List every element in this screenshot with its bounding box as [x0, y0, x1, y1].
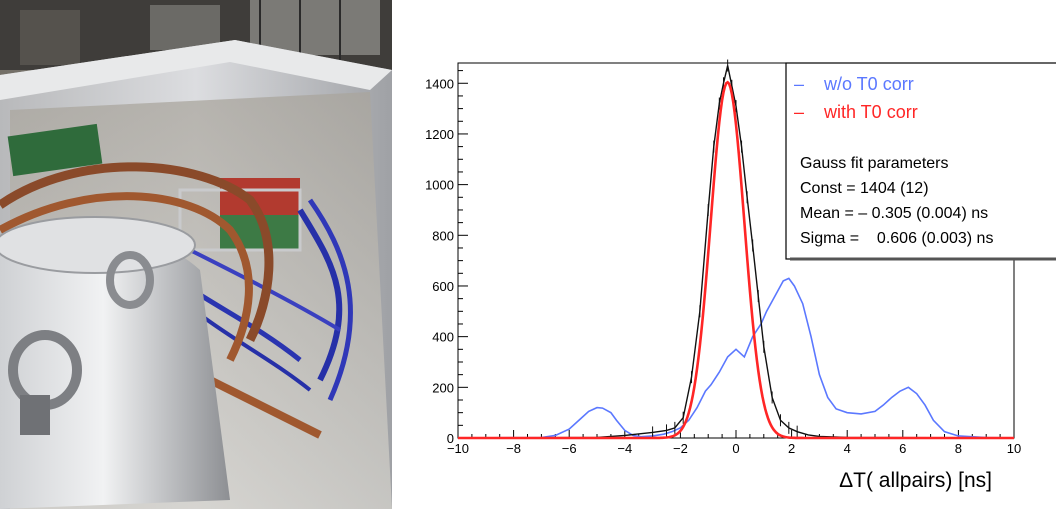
y-tick-label: 200 [432, 380, 454, 395]
y-tick-label: 1400 [425, 76, 454, 91]
x-tick-label: 2 [788, 441, 795, 456]
x-tick-label: −6 [562, 441, 577, 456]
legend-entry-with-t0: with T0 corr [823, 102, 918, 122]
legend-box: – w/o T0 corr – with T0 corr Gauss fit p… [785, 62, 1056, 261]
y-tick-label: 0 [447, 431, 454, 446]
histogram-chart: −10 −8 −6 −4 −2 0 2 4 6 8 10 0 200 400 600 800 1000 1200 1… [425, 59, 1056, 492]
x-tick-label: −10 [447, 441, 469, 456]
x-tick-label: −8 [506, 441, 521, 456]
x-tick-label: 6 [899, 441, 906, 456]
legend-marker-wo: – [794, 74, 804, 94]
equipment-photo [0, 0, 392, 509]
x-axis-label: ΔT( allpairs) [ns] [839, 469, 992, 492]
y-tick-label: 400 [432, 330, 454, 345]
x-tick-label: 0 [732, 441, 739, 456]
fit-param-sigma: Sigma = 0.606 (0.003) ns [800, 230, 993, 247]
y-tick-label: 1000 [425, 178, 454, 193]
y-tick-label: 1200 [425, 127, 454, 142]
fit-param-const: Const = 1404 (12) [800, 180, 929, 197]
x-tick-label: −2 [673, 441, 688, 456]
x-tick-label: 4 [844, 441, 851, 456]
equipment-photo-drawing [0, 0, 392, 509]
x-tick-label: 10 [1007, 441, 1021, 456]
legend-marker-with: – [794, 102, 804, 122]
chart-panel: −10 −8 −6 −4 −2 0 2 4 6 8 10 0 200 400 600 800 1000 1200 1… [392, 0, 1056, 509]
series-wo-t0-line [457, 277, 1015, 439]
y-tick-label: 600 [432, 279, 454, 294]
fit-param-mean: Mean = – 0.305 (0.004) ns [800, 205, 988, 222]
series-with-t0-gauss-fit [458, 80, 1014, 440]
legend-entry-wo-t0: w/o T0 corr [823, 74, 914, 94]
y-tick-label: 800 [432, 228, 454, 243]
x-tick-label: 8 [955, 441, 962, 456]
fit-params-title: Gauss fit parameters [800, 155, 949, 172]
x-tick-label: −4 [617, 441, 632, 456]
